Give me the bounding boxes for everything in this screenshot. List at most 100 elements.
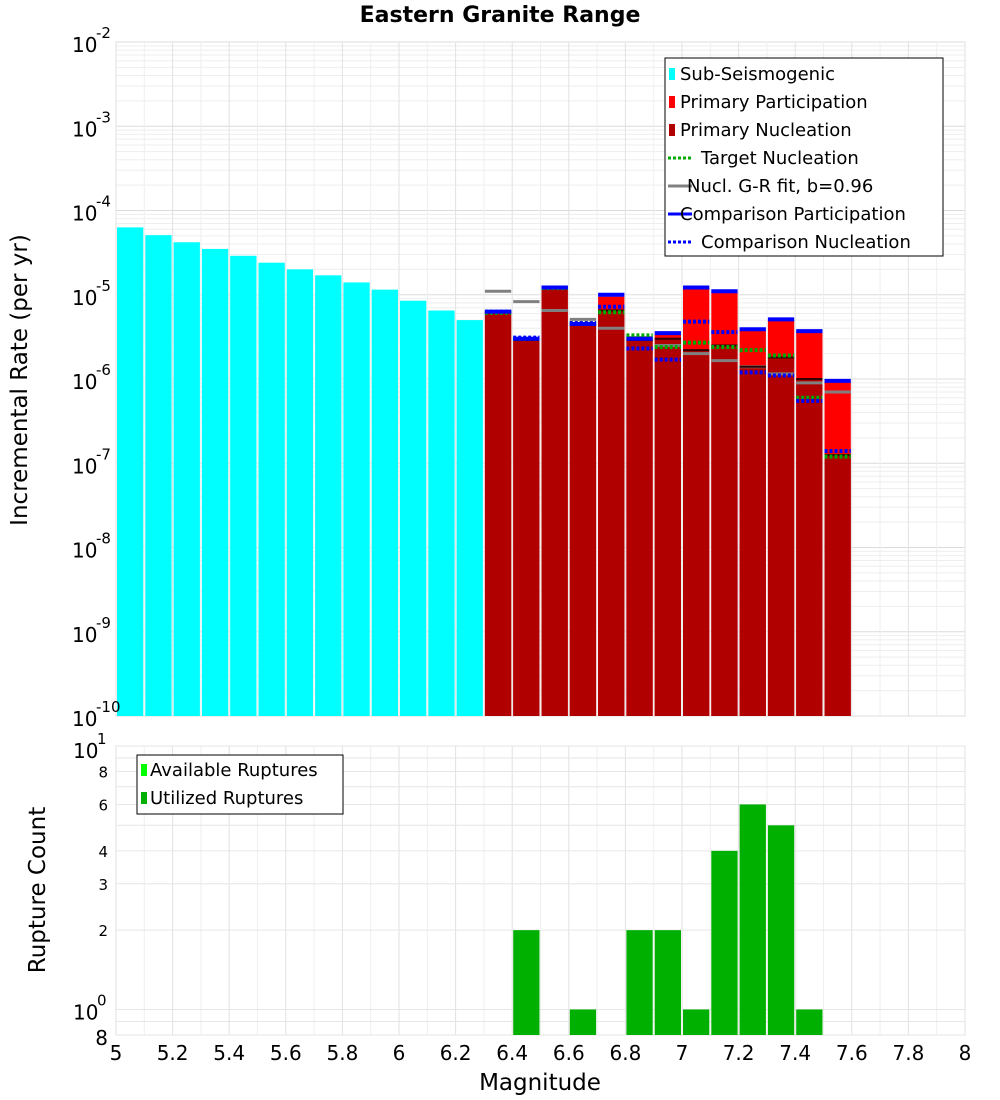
x-tick-label: 5.2 <box>157 1041 189 1065</box>
x-tick-label: 5 <box>110 1041 123 1065</box>
x-tick-labels: 5 5.2 5.4 5.6 5.8 6 6.2 6.4 6.6 6.8 7 7.2 7.4 7.6 7.8 8 <box>110 1041 972 1065</box>
sub-seismogenic-bar <box>428 310 455 716</box>
bottom-gridlines <box>115 745 966 1036</box>
top-legend-box <box>664 57 944 257</box>
bottom-legend-label: Available Ruptures <box>150 760 318 781</box>
utilized-ruptures-bar <box>683 1009 710 1035</box>
primary-nucleation-bar <box>824 455 851 716</box>
top-legend-swatch <box>669 68 675 80</box>
top-line-markers <box>484 285 851 459</box>
x-axis-label: Magnitude <box>479 1070 601 1096</box>
chart-title: Eastern Granite Range <box>360 3 641 28</box>
top-legend-label: Primary Participation <box>680 92 868 113</box>
x-tick-label: 7.2 <box>723 1041 755 1065</box>
top-y-tick-base: 10 <box>72 539 97 563</box>
sub-seismogenic-bar <box>201 248 229 716</box>
x-tick-label: 7 <box>676 1041 689 1065</box>
top-y-tick-exponent: -4 <box>96 193 111 211</box>
x-tick-label: 7.8 <box>892 1041 924 1065</box>
bottom-y-tick-label: 8 <box>98 764 108 782</box>
bottom-y-tick-label: 4 <box>98 843 108 861</box>
primary-nucleation-bar <box>598 310 625 716</box>
primary-nucleation-bar <box>767 357 795 716</box>
utilized-ruptures-bar <box>626 930 653 1035</box>
primary-nucleation-bar <box>683 350 710 716</box>
primary-nucleation-bar <box>796 379 823 716</box>
bottom-y-tick-base: 10 <box>73 1000 98 1024</box>
bottom-legend: Available Ruptures Utilized Ruptures <box>136 754 344 815</box>
top-bars <box>117 227 851 716</box>
bottom-legend-swatch <box>141 792 147 804</box>
top-legend-label: Target Nucleation <box>700 148 859 169</box>
bottom-bars <box>513 804 823 1035</box>
x-tick-label: 5.4 <box>213 1041 245 1065</box>
top-y-tick-base: 10 <box>72 33 97 57</box>
top-legend-label: Comparison Participation <box>680 204 906 225</box>
bottom-y-tick-label: 8 <box>95 1026 108 1050</box>
top-legend-label: Nucl. G-R fit, b=0.96 <box>687 176 873 197</box>
top-y-tick-exponent: -5 <box>96 277 111 295</box>
sub-seismogenic-bar <box>371 289 398 716</box>
sub-seismogenic-bar <box>145 235 172 716</box>
bottom-legend-box <box>136 754 344 815</box>
primary-nucleation-bar <box>654 338 681 716</box>
utilized-ruptures-bar <box>739 804 766 1035</box>
x-tick-label: 6.6 <box>553 1041 585 1065</box>
top-y-tick-exponent: -10 <box>96 698 121 716</box>
bottom-y-tick-label: 2 <box>98 922 108 940</box>
bottom-legend-label: Utilized Ruptures <box>150 788 303 809</box>
top-legend-label: Comparison Nucleation <box>701 232 911 253</box>
top-y-tick-base: 10 <box>72 370 97 394</box>
utilized-ruptures-bar <box>796 1009 823 1035</box>
x-tick-label: 7.4 <box>779 1041 811 1065</box>
top-y-tick-exponent: -6 <box>96 361 111 379</box>
top-y-tick-base: 10 <box>72 286 97 310</box>
top-legend-label: Sub-Seismogenic <box>680 64 835 85</box>
x-tick-label: 7.6 <box>836 1041 868 1065</box>
top-y-tick-exponent: -7 <box>96 445 111 463</box>
primary-nucleation-bar <box>513 340 540 716</box>
primary-nucleation-bar <box>569 324 597 716</box>
sub-seismogenic-bar <box>286 269 314 716</box>
top-y-tick-base: 10 <box>72 454 97 478</box>
top-y-axis-label: Incremental Rate (per yr) <box>7 234 33 526</box>
top-legend-label: Primary Nucleation <box>680 120 852 141</box>
primary-nucleation-bar <box>541 288 568 716</box>
x-tick-label: 6 <box>393 1041 406 1065</box>
primary-nucleation-bar <box>484 312 512 716</box>
top-y-tick-exponent: -8 <box>96 530 111 548</box>
utilized-ruptures-bar <box>654 930 681 1035</box>
sub-seismogenic-bar <box>315 275 342 716</box>
sub-seismogenic-bar <box>400 300 427 716</box>
top-y-tick-base: 10 <box>72 202 97 226</box>
utilized-ruptures-bar <box>569 1009 597 1035</box>
bottom-y-tick-exponent: 1 <box>97 730 107 748</box>
bottom-y-tick-label: 6 <box>98 796 108 814</box>
top-legend-swatch <box>669 96 675 108</box>
top-y-tick-exponent: -3 <box>96 108 111 126</box>
bottom-y-tick-exponent: 0 <box>97 991 107 1009</box>
utilized-ruptures-bar <box>711 850 738 1035</box>
utilized-ruptures-bar <box>767 825 795 1035</box>
x-tick-label: 6.4 <box>496 1041 528 1065</box>
bottom-y-tick-base: 10 <box>73 739 98 763</box>
sub-seismogenic-bar <box>230 255 257 716</box>
top-y-tick-base: 10 <box>72 623 97 647</box>
primary-nucleation-bar <box>711 345 738 716</box>
sub-seismogenic-bar <box>456 320 483 716</box>
top-legend: Sub-Seismogenic Primary Participation Prim… <box>664 57 944 257</box>
x-tick-label: 6.2 <box>440 1041 472 1065</box>
x-tick-label: 5.8 <box>326 1041 358 1065</box>
utilized-ruptures-bar <box>513 930 540 1035</box>
bottom-y-axis-label: Rupture Count <box>25 807 51 973</box>
sub-seismogenic-bar <box>117 227 144 716</box>
sub-seismogenic-bar <box>173 242 200 716</box>
top-y-tick-base: 10 <box>72 117 97 141</box>
top-legend-swatch <box>669 124 675 136</box>
bottom-legend-swatch <box>141 764 147 776</box>
sub-seismogenic-bar <box>343 282 370 716</box>
x-tick-label: 6.8 <box>609 1041 641 1065</box>
